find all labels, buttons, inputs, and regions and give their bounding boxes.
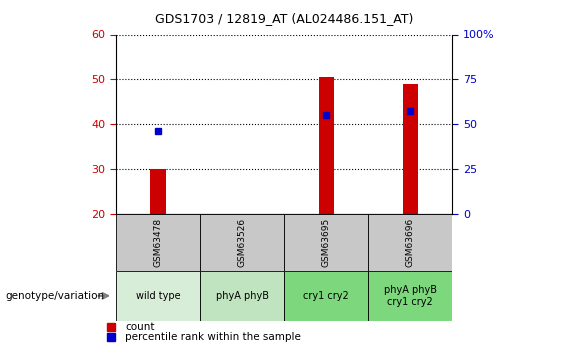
Text: GSM63478: GSM63478 <box>154 218 162 267</box>
Bar <box>284 214 368 271</box>
Text: GDS1703 / 12819_AT (AL024486.151_AT): GDS1703 / 12819_AT (AL024486.151_AT) <box>155 12 414 25</box>
Bar <box>200 271 284 321</box>
Text: count: count <box>125 322 155 332</box>
Text: phyA phyB: phyA phyB <box>216 291 269 301</box>
Text: GSM63526: GSM63526 <box>238 218 246 267</box>
Bar <box>403 84 418 214</box>
Bar <box>318 77 334 214</box>
Text: genotype/variation: genotype/variation <box>6 291 105 301</box>
Bar <box>368 271 452 321</box>
Bar <box>150 169 166 214</box>
Text: GSM63696: GSM63696 <box>406 218 415 267</box>
Text: cry1 cry2: cry1 cry2 <box>303 291 349 301</box>
Bar <box>116 271 200 321</box>
Text: percentile rank within the sample: percentile rank within the sample <box>125 332 301 342</box>
Text: GSM63695: GSM63695 <box>322 218 331 267</box>
Bar <box>368 214 452 271</box>
Bar <box>116 214 200 271</box>
Bar <box>284 271 368 321</box>
Text: wild type: wild type <box>136 291 180 301</box>
Bar <box>200 214 284 271</box>
Text: phyA phyB
cry1 cry2: phyA phyB cry1 cry2 <box>384 285 437 307</box>
